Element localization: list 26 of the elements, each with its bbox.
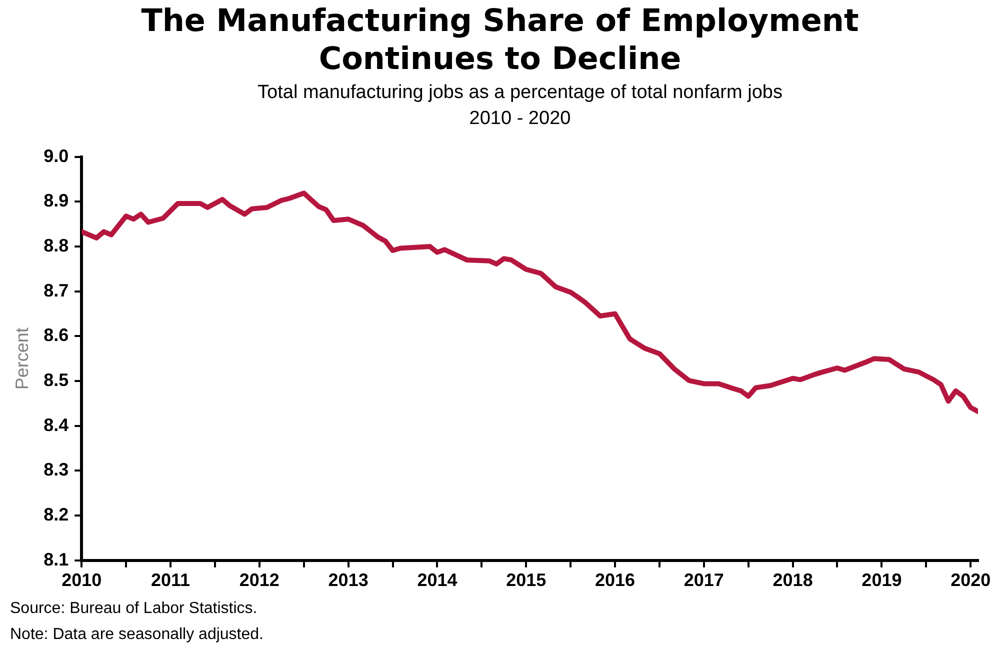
source-note: Source: Bureau of Labor Statistics. — [10, 599, 258, 619]
y-tick-label: 9.0 — [44, 146, 69, 166]
x-tick-label: 2014 — [417, 570, 458, 590]
chart-title: The Manufacturing Share of Employment Continues to Decline — [140, 2, 860, 78]
text: Note: Data are seasonally adjusted. — [10, 625, 264, 645]
y-tick-label: 8.2 — [44, 504, 69, 525]
x-tick-label: 2015 — [506, 570, 546, 590]
chart-subtitle: Total manufacturing jobs as a percentage of total nonfarm jobs 2010 - 2020 — [256, 81, 784, 131]
x-tick-label: 2016 — [594, 570, 636, 590]
x-tick-label: 2013 — [328, 570, 368, 590]
y-tick-label: 8.6 — [44, 325, 69, 346]
x-tick-label: 2010 — [62, 570, 102, 590]
x-tick-label: 2020 — [950, 570, 991, 590]
x-tick-label: 2017 — [684, 570, 724, 590]
x-tick-label: 2018 — [772, 570, 813, 590]
x-tick-label: 2011 — [150, 570, 190, 590]
y-tick-label: 8.3 — [44, 460, 69, 480]
y-tick-label: 8.9 — [44, 190, 69, 211]
y-tick-label: 8.7 — [44, 280, 69, 300]
y-axis-title: Percent — [12, 328, 32, 390]
x-tick-label: 2019 — [862, 570, 902, 590]
y-tick-label: 8.1 — [44, 549, 69, 570]
y-tick-label: 8.5 — [44, 370, 69, 390]
y-tick-label: 8.8 — [44, 235, 69, 256]
y-tick-label: 8.4 — [44, 414, 69, 435]
x-tick-label: 2012 — [239, 570, 280, 590]
